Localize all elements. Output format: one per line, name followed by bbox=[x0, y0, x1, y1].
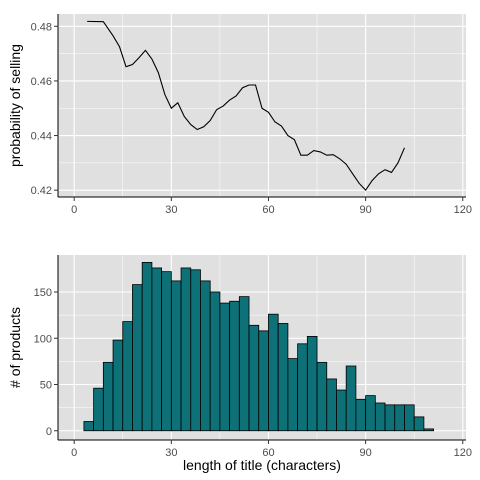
y-tick-label: 0.48 bbox=[31, 21, 52, 33]
histogram-bar bbox=[287, 358, 299, 432]
histogram-bar bbox=[200, 280, 211, 432]
x-tick-label: 0 bbox=[71, 447, 77, 459]
histogram-bar bbox=[394, 404, 405, 432]
x-tick-label: 90 bbox=[359, 204, 371, 216]
histogram-ticks: 0 30 60 90 120 0 50 100 150 bbox=[34, 287, 472, 459]
histogram-bar bbox=[229, 300, 240, 432]
histogram-bar bbox=[161, 271, 172, 432]
histogram-bar bbox=[102, 361, 114, 432]
histogram-bar bbox=[345, 365, 357, 432]
line-chart-plot-background bbox=[58, 14, 466, 197]
histogram-bar bbox=[93, 387, 104, 432]
y-tick-label: 150 bbox=[34, 287, 52, 299]
histogram-x-axis-title: length of title (characters) bbox=[183, 457, 341, 473]
histogram-bar bbox=[365, 395, 376, 432]
histogram-bar bbox=[248, 324, 260, 432]
histogram-bar bbox=[170, 280, 182, 432]
histogram-bar bbox=[316, 361, 328, 432]
histogram-bar bbox=[277, 323, 289, 432]
histogram-bar bbox=[190, 269, 201, 432]
histogram-bar bbox=[83, 421, 95, 432]
probability-line bbox=[87, 20, 405, 192]
histogram-panel: 0 30 60 90 120 0 50 100 150 # of products length… bbox=[7, 255, 472, 473]
y-tick-label: 0.44 bbox=[31, 131, 52, 143]
histogram-bar bbox=[336, 389, 347, 432]
histogram-bar bbox=[238, 296, 250, 432]
histogram-bar bbox=[404, 404, 415, 432]
x-tick-label: 30 bbox=[165, 447, 177, 459]
x-tick-label: 60 bbox=[262, 447, 274, 459]
histogram-bar bbox=[151, 267, 163, 432]
histogram-bar bbox=[423, 428, 435, 432]
y-tick-label: 0.46 bbox=[31, 76, 52, 88]
x-tick-label: 120 bbox=[454, 447, 472, 459]
histogram-bar bbox=[306, 335, 318, 432]
histogram-bar bbox=[122, 321, 133, 432]
histogram-bar bbox=[209, 291, 221, 432]
x-tick-label: 120 bbox=[454, 204, 472, 216]
histogram-bar bbox=[132, 284, 143, 432]
histogram-bar bbox=[258, 330, 269, 432]
histogram-bars bbox=[83, 261, 435, 432]
histogram-bar bbox=[355, 398, 367, 432]
histogram-bar bbox=[141, 261, 153, 432]
line-chart-ticks: 0 30 60 90 120 0.42 0.44 0.46 0.48 bbox=[31, 21, 472, 216]
y-tick-label: 50 bbox=[40, 380, 52, 392]
line-chart-panel: 0 30 60 90 120 0.42 0.44 0.46 0.48 probability o… bbox=[7, 14, 472, 216]
y-tick-label: 0.42 bbox=[31, 185, 52, 197]
y-tick-label: 0 bbox=[46, 426, 52, 438]
line-chart-y-axis-title: probability of selling bbox=[7, 44, 23, 167]
histogram-bar bbox=[112, 339, 124, 432]
x-tick-label: 30 bbox=[165, 204, 177, 216]
histogram-bar bbox=[326, 378, 337, 432]
x-tick-label: 90 bbox=[359, 447, 371, 459]
histogram-y-axis-title: # of products bbox=[7, 307, 23, 388]
histogram-bar bbox=[268, 313, 279, 432]
y-tick-label: 100 bbox=[34, 333, 52, 345]
histogram-bar bbox=[374, 402, 386, 432]
x-tick-label: 0 bbox=[71, 204, 77, 216]
x-tick-label: 60 bbox=[262, 204, 274, 216]
histogram-bar bbox=[384, 404, 396, 432]
histogram-bar bbox=[413, 416, 425, 432]
histogram-bar bbox=[219, 302, 231, 432]
histogram-bar bbox=[180, 267, 192, 432]
histogram-bar bbox=[297, 343, 308, 432]
